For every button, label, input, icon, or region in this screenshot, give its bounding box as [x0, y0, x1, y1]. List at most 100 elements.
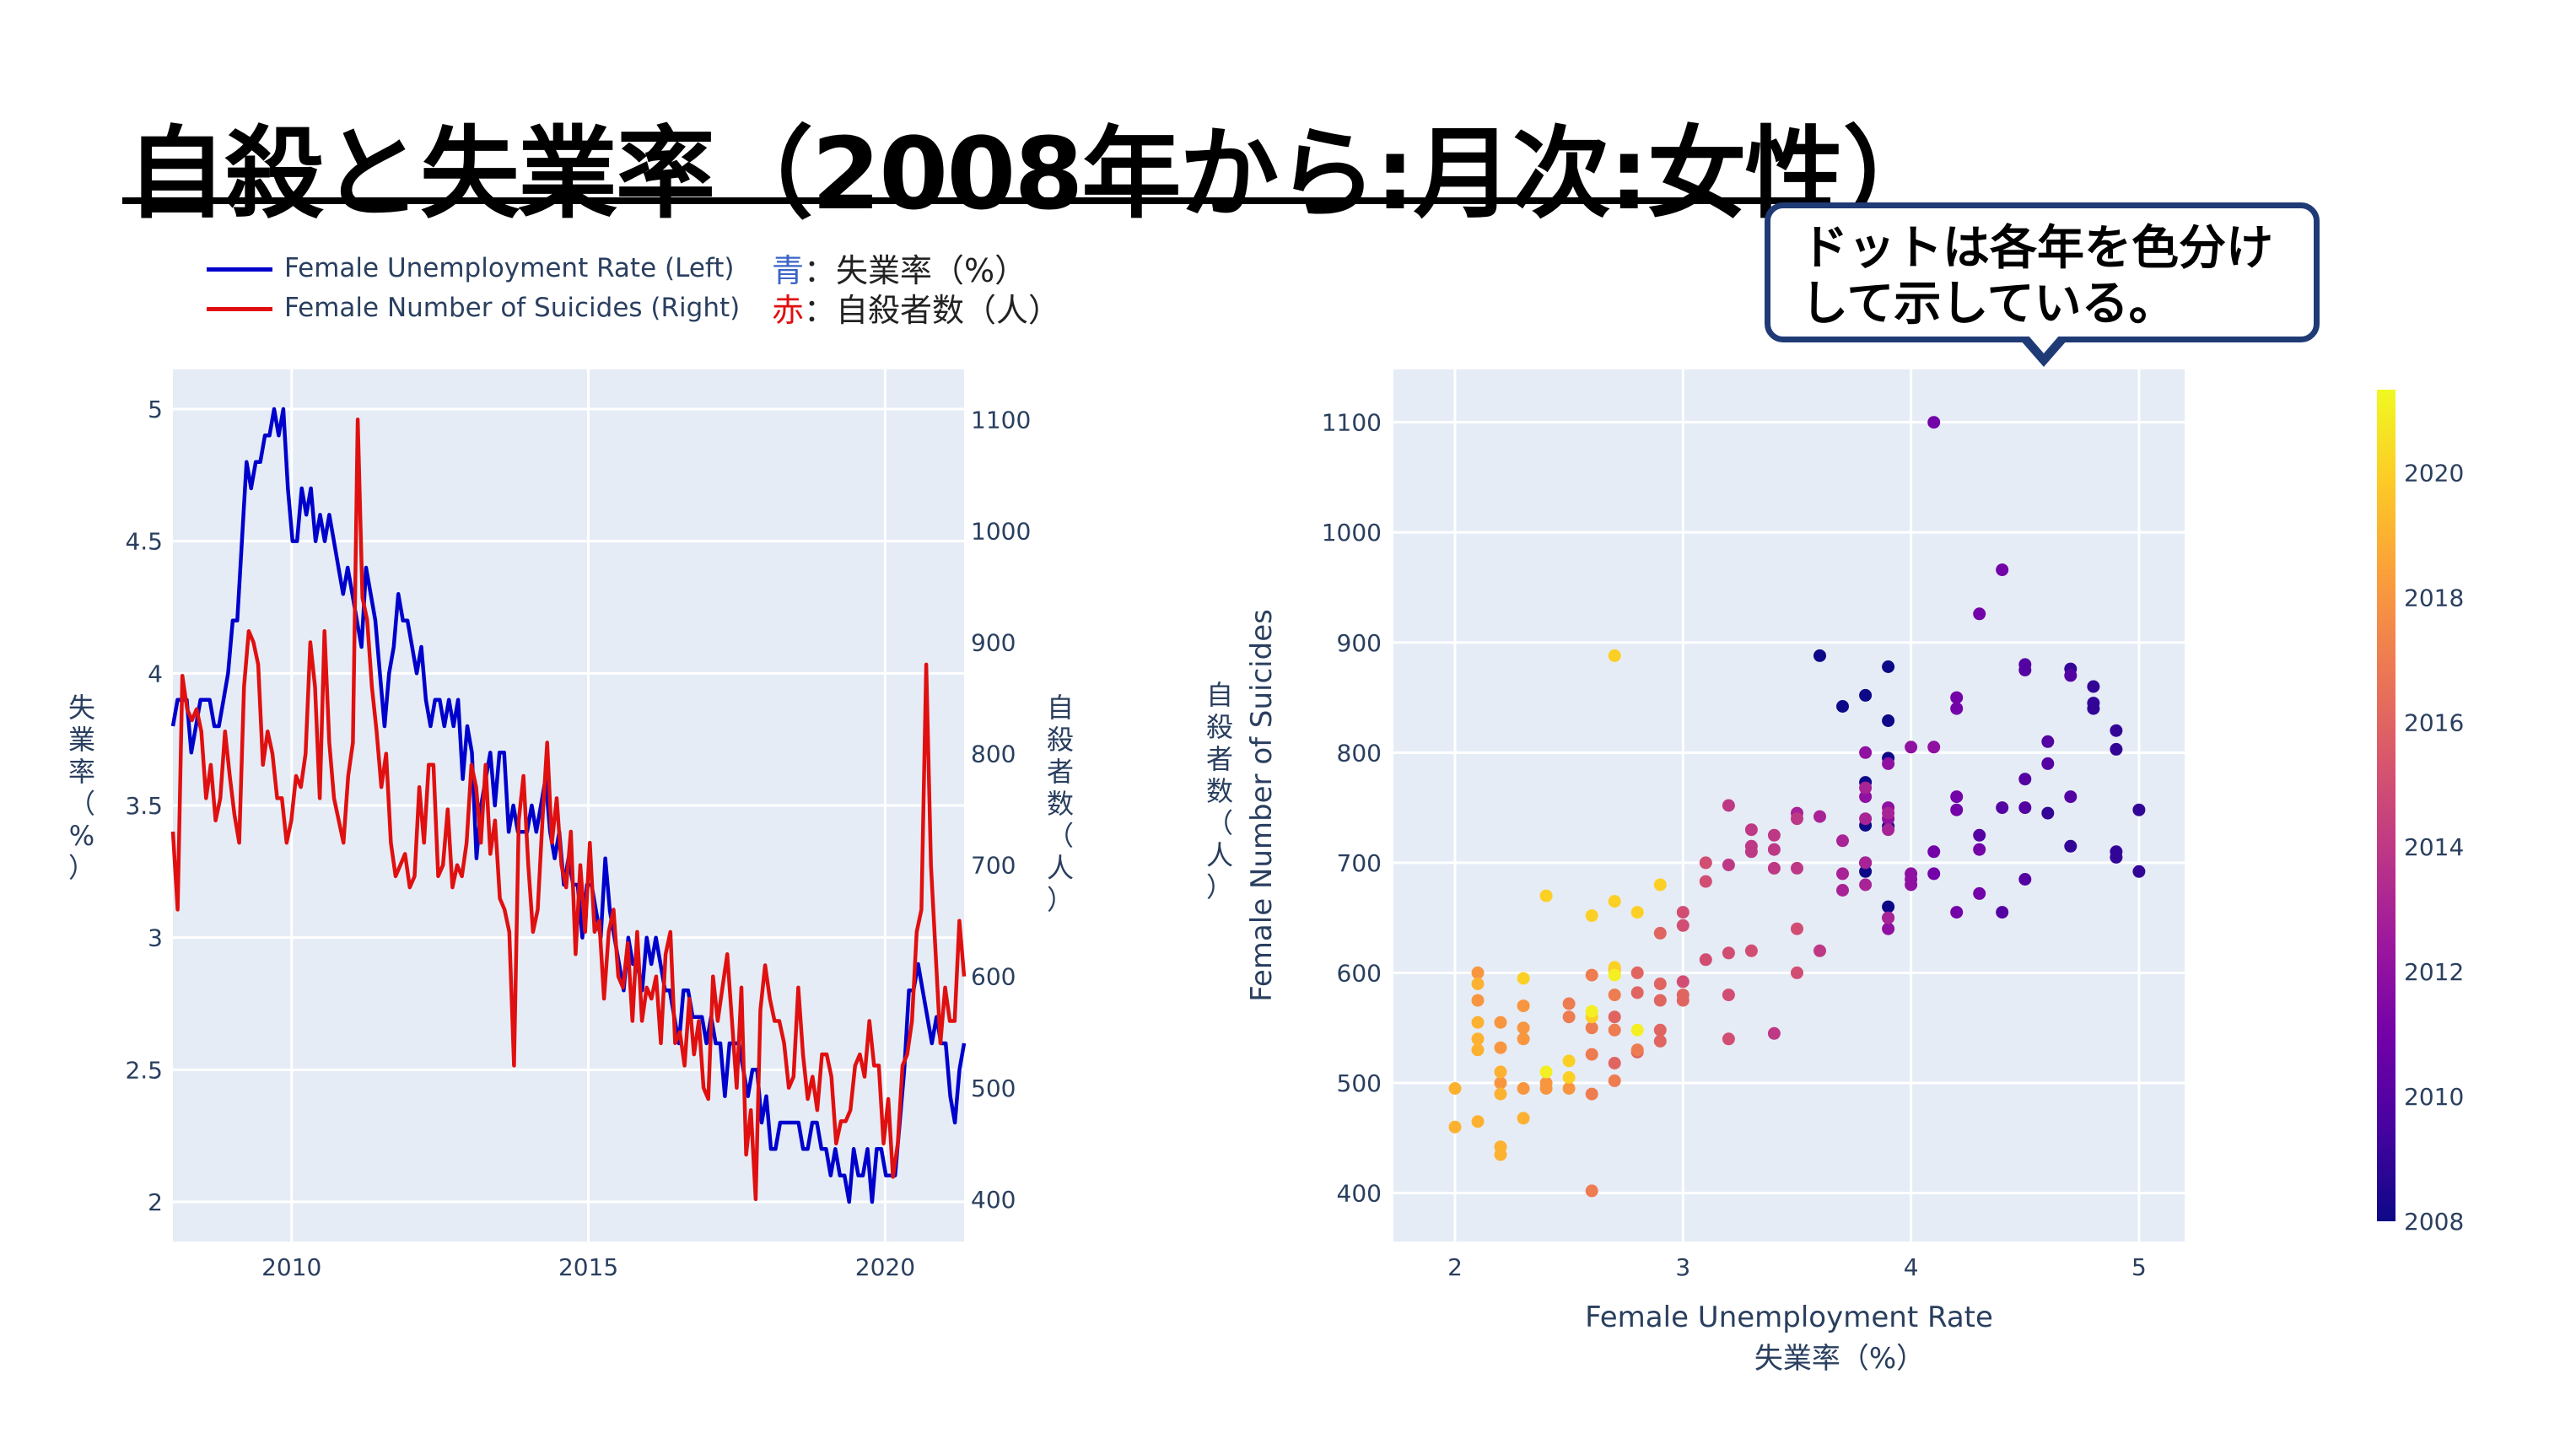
scatter-point	[1882, 911, 1895, 924]
colorbar-ticks: 2008 2010 2012 2014 2016 2018 2020	[2404, 459, 2464, 1236]
scatter-point	[1859, 812, 1873, 826]
legend-item-suicides: Female Number of Suicides (Right)	[207, 293, 740, 323]
title-underline	[122, 197, 1830, 204]
scatter-point	[1791, 861, 1803, 875]
scatter-point	[1653, 1034, 1667, 1048]
scatter-point	[1767, 1026, 1781, 1040]
scatter-point	[1562, 997, 1576, 1010]
scatter-point	[1722, 1032, 1735, 1046]
scatter-point	[1653, 878, 1667, 891]
scatter-point	[1471, 1015, 1485, 1029]
y-tick-label: 1000	[1322, 519, 1382, 547]
scatter-point	[1722, 799, 1735, 812]
scatter-point	[1676, 975, 1689, 988]
y-tick-label: 800	[1337, 739, 1382, 767]
scatter-point	[1813, 649, 1826, 662]
colorbar-tick-label: 2016	[2404, 708, 2464, 736]
scatter-point	[1813, 810, 1826, 823]
scatter-chart: 400 500 600 700 800 900 1000 1100 2 3 4 5 Female Une…	[1206, 369, 2185, 1376]
scatter-point	[1882, 823, 1895, 837]
scatter-point	[1517, 1021, 1530, 1035]
x-tick-label: 2010	[261, 1253, 321, 1281]
scatter-point	[1585, 909, 1598, 923]
x-tick-label: 5	[2131, 1253, 2147, 1281]
x-tick-label: 2015	[558, 1253, 618, 1281]
scatter-point	[1996, 801, 2009, 815]
scatter-point	[1539, 889, 1553, 902]
scatter-point	[1562, 1071, 1576, 1084]
note-prefix-red: 赤	[772, 292, 805, 329]
y-tick-label: 500	[1337, 1069, 1382, 1097]
scatter-point	[1608, 649, 1621, 662]
scatter-point	[1630, 1043, 1644, 1057]
scatter-point	[1608, 1074, 1621, 1087]
scatter-point	[1791, 922, 1803, 935]
scatter-point	[1676, 906, 1689, 919]
y-left-tick-label: 5	[148, 396, 163, 423]
scatter-point	[1585, 968, 1598, 982]
scatter-point	[1608, 1010, 1621, 1024]
scatter-point	[2064, 839, 2078, 853]
scatter-point	[1882, 922, 1895, 935]
scatter-point	[1494, 1076, 1507, 1090]
scatter-point	[1744, 839, 1758, 853]
series-line-suicides	[170, 417, 967, 1202]
scatter-point	[1950, 790, 1964, 804]
legend-item-unemployment: Female Unemployment Rate (Left)	[207, 253, 735, 283]
legend-line-red	[207, 307, 272, 311]
scatter-point	[1653, 926, 1667, 940]
scatter-point	[1585, 1021, 1598, 1035]
scatter-point	[2018, 773, 2032, 786]
scatter-point	[1494, 1065, 1507, 1079]
y-left-axis-title: 失業率（%）	[68, 692, 95, 884]
note-prefix-blue: 青	[772, 252, 805, 289]
scatter-point	[1494, 1140, 1507, 1154]
scatter-point	[1950, 691, 1964, 704]
scatter-point	[1608, 988, 1621, 1002]
y-axis-title: Female Number of Suicides	[1245, 609, 1279, 1002]
scatter-point	[1722, 946, 1735, 960]
y-tick-label: 1100	[1322, 409, 1382, 437]
slide-title: 自殺と失業率（2008年から:月次:女性）	[127, 116, 1943, 232]
y-axis-subtitle: 自殺者数（人）	[1206, 679, 1233, 903]
x-axis-title: Female Unemployment Rate	[1585, 1301, 1993, 1334]
scatter-point	[1653, 994, 1667, 1007]
scatter-point	[1494, 1041, 1507, 1054]
y-left-tick-label: 3.5	[125, 792, 163, 820]
y-right-tick-label: 600	[971, 963, 1016, 991]
callout-tail-inner	[2028, 335, 2060, 353]
scatter-point	[1927, 867, 1941, 881]
colorbar-tick-label: 2012	[2404, 958, 2464, 986]
scatter-point	[1767, 861, 1781, 875]
scatter-point	[1562, 1054, 1576, 1068]
callout-text: ドットは各年を色分け して示している。	[1801, 221, 2273, 331]
scatter-point	[2018, 663, 2032, 676]
scatter-point	[1517, 1112, 1530, 1125]
scatter-point	[1859, 865, 1873, 878]
colorbar-tick-label: 2008	[2404, 1208, 2464, 1236]
y-tick-label: 900	[1337, 629, 1382, 657]
scatter-point	[1767, 843, 1781, 856]
x-tick-label: 4	[1904, 1253, 1919, 1281]
y-tick-label: 400	[1337, 1180, 1382, 1208]
y-left-tick-label: 2.5	[125, 1056, 163, 1084]
scatter-point	[1608, 1023, 1621, 1037]
scatter-point	[1676, 994, 1689, 1007]
colorbar-tick-label: 2020	[2404, 459, 2464, 487]
scatter-point	[1927, 416, 1941, 429]
y-tick-label: 700	[1337, 849, 1382, 877]
scatter-point	[1882, 900, 1895, 913]
scatter-point	[1722, 859, 1735, 871]
scatter-point	[1836, 884, 1849, 897]
scatter-point	[1585, 1005, 1598, 1018]
scatter-point	[1630, 906, 1644, 919]
colorbar-tick-label: 2018	[2404, 584, 2464, 611]
scatter-point	[1882, 757, 1895, 770]
scatter-point	[1471, 966, 1485, 979]
y-left-tick-label: 4	[148, 660, 163, 687]
scatter-point	[2087, 697, 2100, 710]
scatter-point	[1927, 845, 1941, 859]
scatter-point	[1859, 781, 1873, 795]
y-right-axis-title: 自殺者数（人）	[1047, 692, 1074, 916]
